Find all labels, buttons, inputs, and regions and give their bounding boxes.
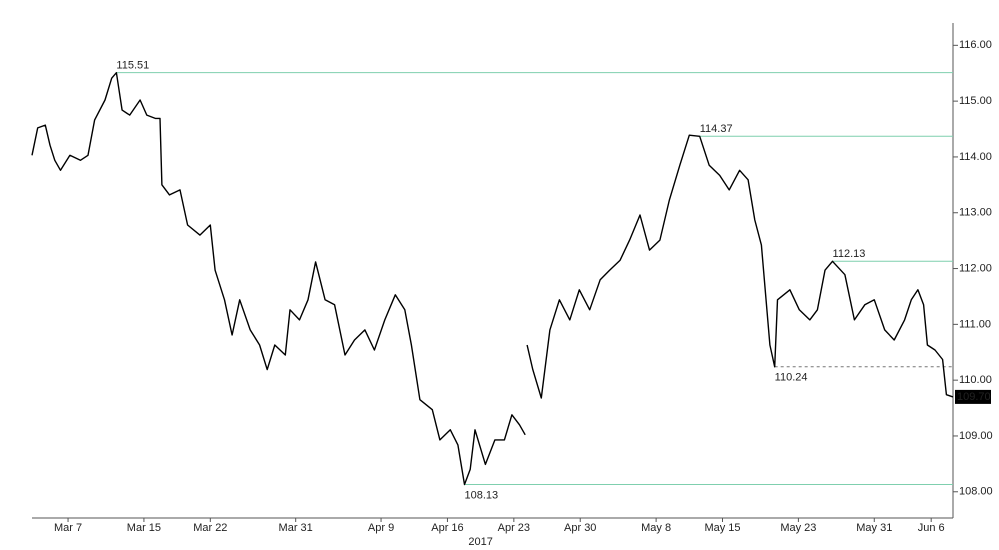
x-tick-label: Apr 16 (431, 522, 463, 534)
level-label: 110.24 (775, 372, 808, 384)
x-tick-label: May 23 (780, 522, 816, 534)
y-tick-label: 116.00 (959, 39, 992, 51)
x-tick-label: Jun 6 (918, 522, 945, 534)
x-tick-label: May 8 (641, 522, 671, 534)
y-tick-label: 110.00 (959, 374, 992, 386)
y-tick-label: 109.00 (959, 430, 993, 442)
y-tick-label: 108.00 (959, 486, 993, 498)
level-label: 115.51 (116, 60, 149, 72)
y-tick-label: 112.00 (959, 262, 992, 274)
level-label: 114.37 (700, 123, 733, 135)
level-label: 112.13 (833, 248, 866, 260)
x-tick-label: Mar 15 (127, 522, 161, 534)
x-tick-label: Apr 30 (564, 522, 596, 534)
x-tick-label: Mar 31 (279, 522, 313, 534)
last-price-label: 109.70 (957, 391, 991, 403)
x-tick-label: Mar 7 (54, 522, 82, 534)
x-tick-label: Apr 9 (368, 522, 394, 534)
last-price-box (955, 389, 991, 404)
y-tick-label: 115.00 (959, 95, 992, 107)
price-line (31, 72, 954, 486)
y-tick-label: 113.00 (959, 207, 992, 219)
y-tick-label: 114.00 (959, 151, 992, 163)
x-tick-label: May 31 (856, 522, 892, 534)
x-tick-label: May 15 (704, 522, 740, 534)
x-tick-label: Apr 23 (498, 522, 530, 534)
x-tick-label: Mar 22 (193, 522, 227, 534)
year-label: 2017 (468, 536, 492, 548)
y-tick-label: 111.00 (959, 318, 991, 330)
level-label: 108.13 (465, 489, 499, 501)
